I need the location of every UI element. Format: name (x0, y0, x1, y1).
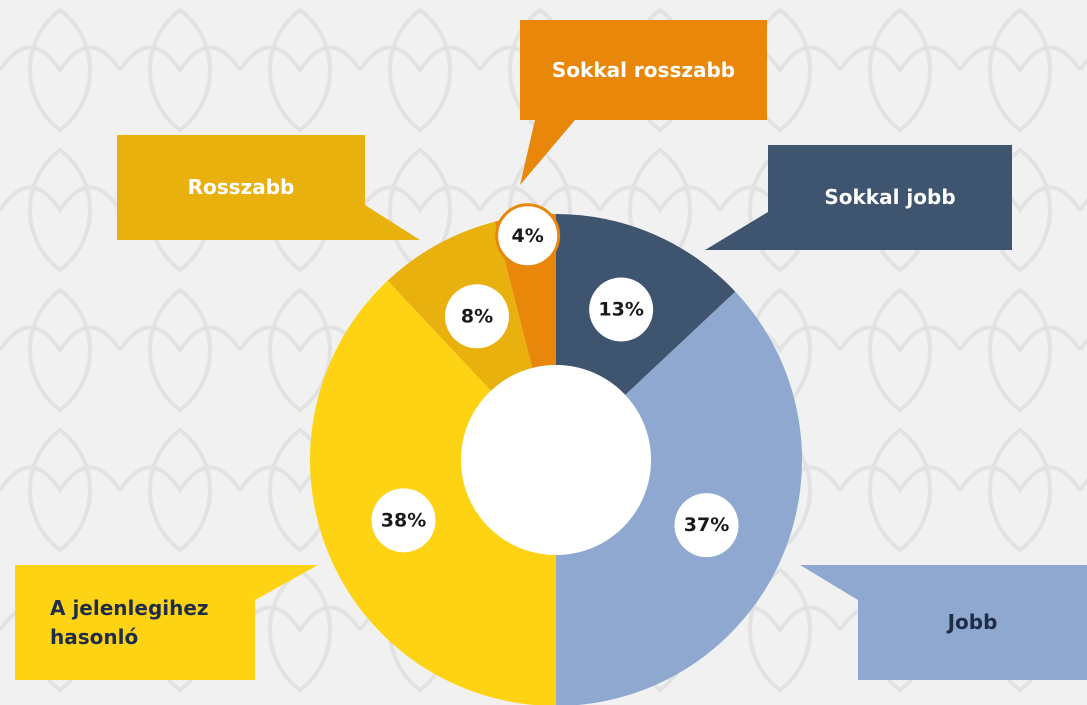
value-badge (444, 284, 509, 349)
value-badge (371, 488, 436, 553)
value-label: 4% (512, 225, 544, 247)
category-label: Sokkal jobb (824, 185, 956, 209)
callout-tail (520, 120, 575, 185)
callout-box (520, 20, 767, 120)
callout-label: Sokkal rosszabb (520, 20, 767, 120)
value-label: 38% (381, 509, 426, 531)
callout-tail (255, 565, 318, 600)
category-label: Sokkal rosszabb (551, 57, 736, 82)
donut-hole (461, 365, 651, 555)
callout-tail (330, 205, 420, 240)
donut-segment (556, 291, 802, 705)
value-label: 13% (598, 298, 643, 320)
callout-tail (705, 212, 800, 250)
value-badge (674, 493, 739, 558)
value-label: 8% (461, 305, 493, 327)
category-label: Rosszabb (187, 175, 295, 199)
category-label: Jobb (947, 610, 998, 634)
callout-box (858, 565, 1087, 680)
value-badge (495, 203, 561, 269)
callout-label: Jobb (858, 565, 1087, 680)
donut-segment (310, 280, 556, 705)
callout-box (117, 135, 365, 240)
value-badge (589, 277, 654, 342)
callout-label: Sokkal jobb (768, 145, 1012, 250)
category-label: A jelenlegihez hasonló (50, 595, 209, 649)
callout-box (15, 565, 255, 680)
callout-box (768, 145, 1012, 250)
callout-label: A jelenlegihez hasonló (15, 565, 255, 680)
callout-label: Rosszabb (117, 135, 365, 240)
callout-tail (800, 565, 858, 600)
value-label: 37% (684, 514, 729, 536)
